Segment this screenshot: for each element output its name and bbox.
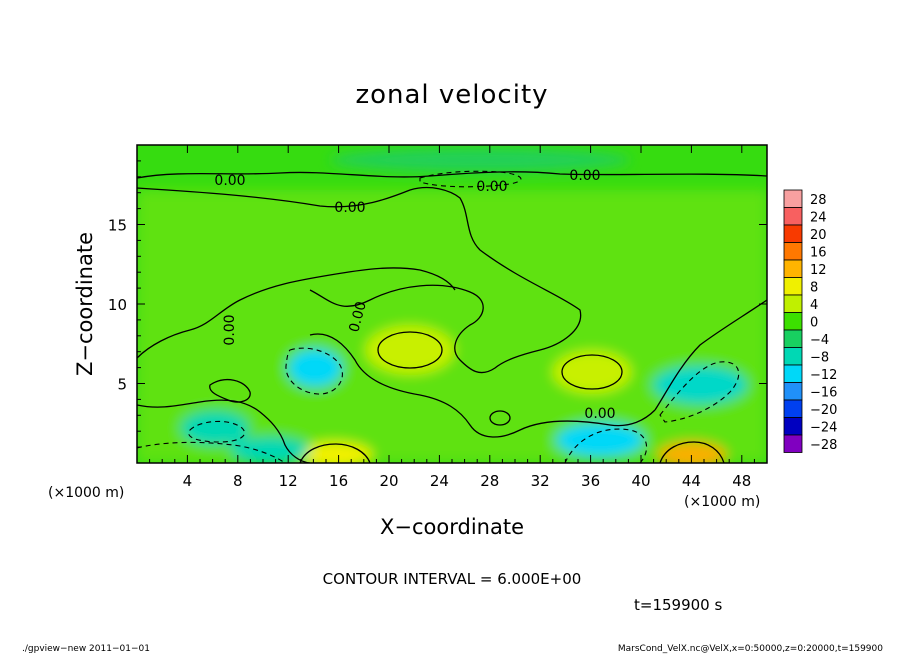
contour-max-36km (561, 354, 623, 390)
field-min-14km (287, 348, 343, 388)
colorbar-label: 20 (810, 228, 827, 243)
contour-label: 0.00 (584, 406, 615, 422)
contour-max-28km (489, 410, 511, 426)
colorbar-swatch (783, 277, 803, 296)
colorbar-swatch (783, 399, 803, 418)
colorbar-label: 12 (810, 263, 827, 278)
time-stamp: t=159900 s (634, 596, 722, 614)
contour-zero-mid (137, 267, 456, 359)
contour-label: 0.00 (222, 314, 238, 345)
x-axis-label: X−coordinate (380, 515, 524, 539)
contour-min-6km (188, 420, 246, 443)
contour-zero-center (309, 333, 656, 438)
footer-left: ./gpview−new 2011−01−01 (22, 644, 150, 654)
y-tick-label: 15 (108, 217, 127, 235)
colorbar-label: −24 (810, 421, 837, 436)
colorbar-label: 16 (810, 246, 827, 261)
field-max-36km (552, 350, 632, 394)
contour-lines-negative (137, 170, 740, 463)
field-shading (137, 148, 767, 463)
x-tick-label: 44 (682, 472, 701, 490)
colorbar-swatch (783, 242, 803, 261)
field-max-16km-floor (297, 441, 373, 463)
colorbar-swatch (783, 329, 803, 348)
contour-zero-upper (137, 186, 582, 374)
x-axis-ticks: 4 8 12 16 20 24 28 32 36 40 44 48 (149, 145, 755, 490)
x-tick-label: 20 (379, 472, 398, 490)
field-min-10km-floor (230, 436, 310, 463)
x-tick-label: 12 (279, 472, 298, 490)
colorbar-label: −12 (810, 368, 837, 383)
y-tick-label: 10 (108, 296, 127, 314)
contour-label: 0.00 (214, 173, 245, 189)
chart-title: zonal velocity (355, 80, 548, 110)
y-tick-label: 5 (117, 376, 127, 394)
contour-label-layer: 0.00 0.00 0.00 0.00 0.00 0.00 0.00 (214, 168, 615, 422)
colorbar-label: 0 (810, 316, 818, 331)
colorbar-swatch (783, 207, 803, 226)
x-tick-label: 48 (732, 472, 751, 490)
field-min-44km (652, 365, 748, 405)
contour-min-14km (285, 347, 343, 395)
x-unit-right: (×1000 m) (684, 494, 760, 510)
x-tick-label: 28 (480, 472, 499, 490)
colorbar-swatch (783, 259, 803, 278)
footer-right: MarsCond_VelX.nc@VelX,x=0:50000,z=0:2000… (618, 644, 883, 654)
field-min-36km (555, 422, 645, 458)
colorbar-swatch (783, 189, 803, 208)
contour-label: 0.00 (346, 300, 370, 334)
colorbar-label: 28 (810, 193, 827, 208)
colorbar-label: 8 (810, 281, 818, 296)
colorbar-swatch (783, 347, 803, 366)
colorbar-label: −20 (810, 403, 837, 418)
contour-label: 0.00 (569, 168, 600, 184)
contour-label: 0.00 (476, 179, 507, 195)
colorbar-label: 24 (810, 211, 827, 226)
colorbar: 28 24 20 16 12 8 4 0 −4 −8 −12 −16 −20 −24 −28 (783, 189, 837, 453)
contour-max-6km (209, 379, 251, 403)
x-tick-label: 16 (329, 472, 348, 490)
contour-zero-right (654, 299, 767, 411)
contour-max-22km (377, 331, 443, 369)
y-axis-ticks: 5 10 15 (108, 160, 767, 448)
colorbar-swatch (783, 434, 803, 453)
contour-min-top (419, 170, 522, 188)
colorbar-label: −8 (810, 351, 829, 366)
contour-interval-note: CONTOUR INTERVAL = 6.000E+00 (323, 570, 582, 588)
plot-area (137, 145, 767, 463)
y-axis-label: Z−coordinate (73, 232, 97, 376)
colorbar-swatch (783, 294, 803, 313)
contour-min-44km (659, 361, 740, 423)
x-tick-label: 40 (631, 472, 650, 490)
x-tick-label: 8 (233, 472, 243, 490)
x-tick-label: 4 (183, 472, 193, 490)
contour-zero-left-low (137, 399, 311, 463)
contour-max-16km-floor (299, 443, 371, 463)
contour-label: 0.00 (334, 200, 365, 216)
field-min-top (330, 148, 630, 172)
colorbar-swatch (783, 224, 803, 243)
colorbar-label: −16 (810, 386, 837, 401)
colorbar-swatch (783, 382, 803, 401)
colorbar-swatch (783, 312, 803, 331)
field-min-6km (180, 410, 250, 446)
colorbar-label: −28 (810, 438, 837, 453)
contour-min-36km (564, 428, 648, 463)
colorbar-swatch (783, 417, 803, 436)
field-max-44km-floor (657, 441, 727, 463)
contour-max-44km-floor (659, 441, 725, 463)
colorbar-label: 4 (810, 298, 818, 313)
colorbar-swatch (783, 364, 803, 383)
x-tick-label: 36 (581, 472, 600, 490)
x-tick-label: 32 (531, 472, 550, 490)
contour-min-10km-floor (137, 441, 286, 463)
x-tick-label: 24 (430, 472, 449, 490)
colorbar-label: −4 (810, 333, 829, 348)
x-unit-left: (×1000 m) (48, 485, 124, 501)
